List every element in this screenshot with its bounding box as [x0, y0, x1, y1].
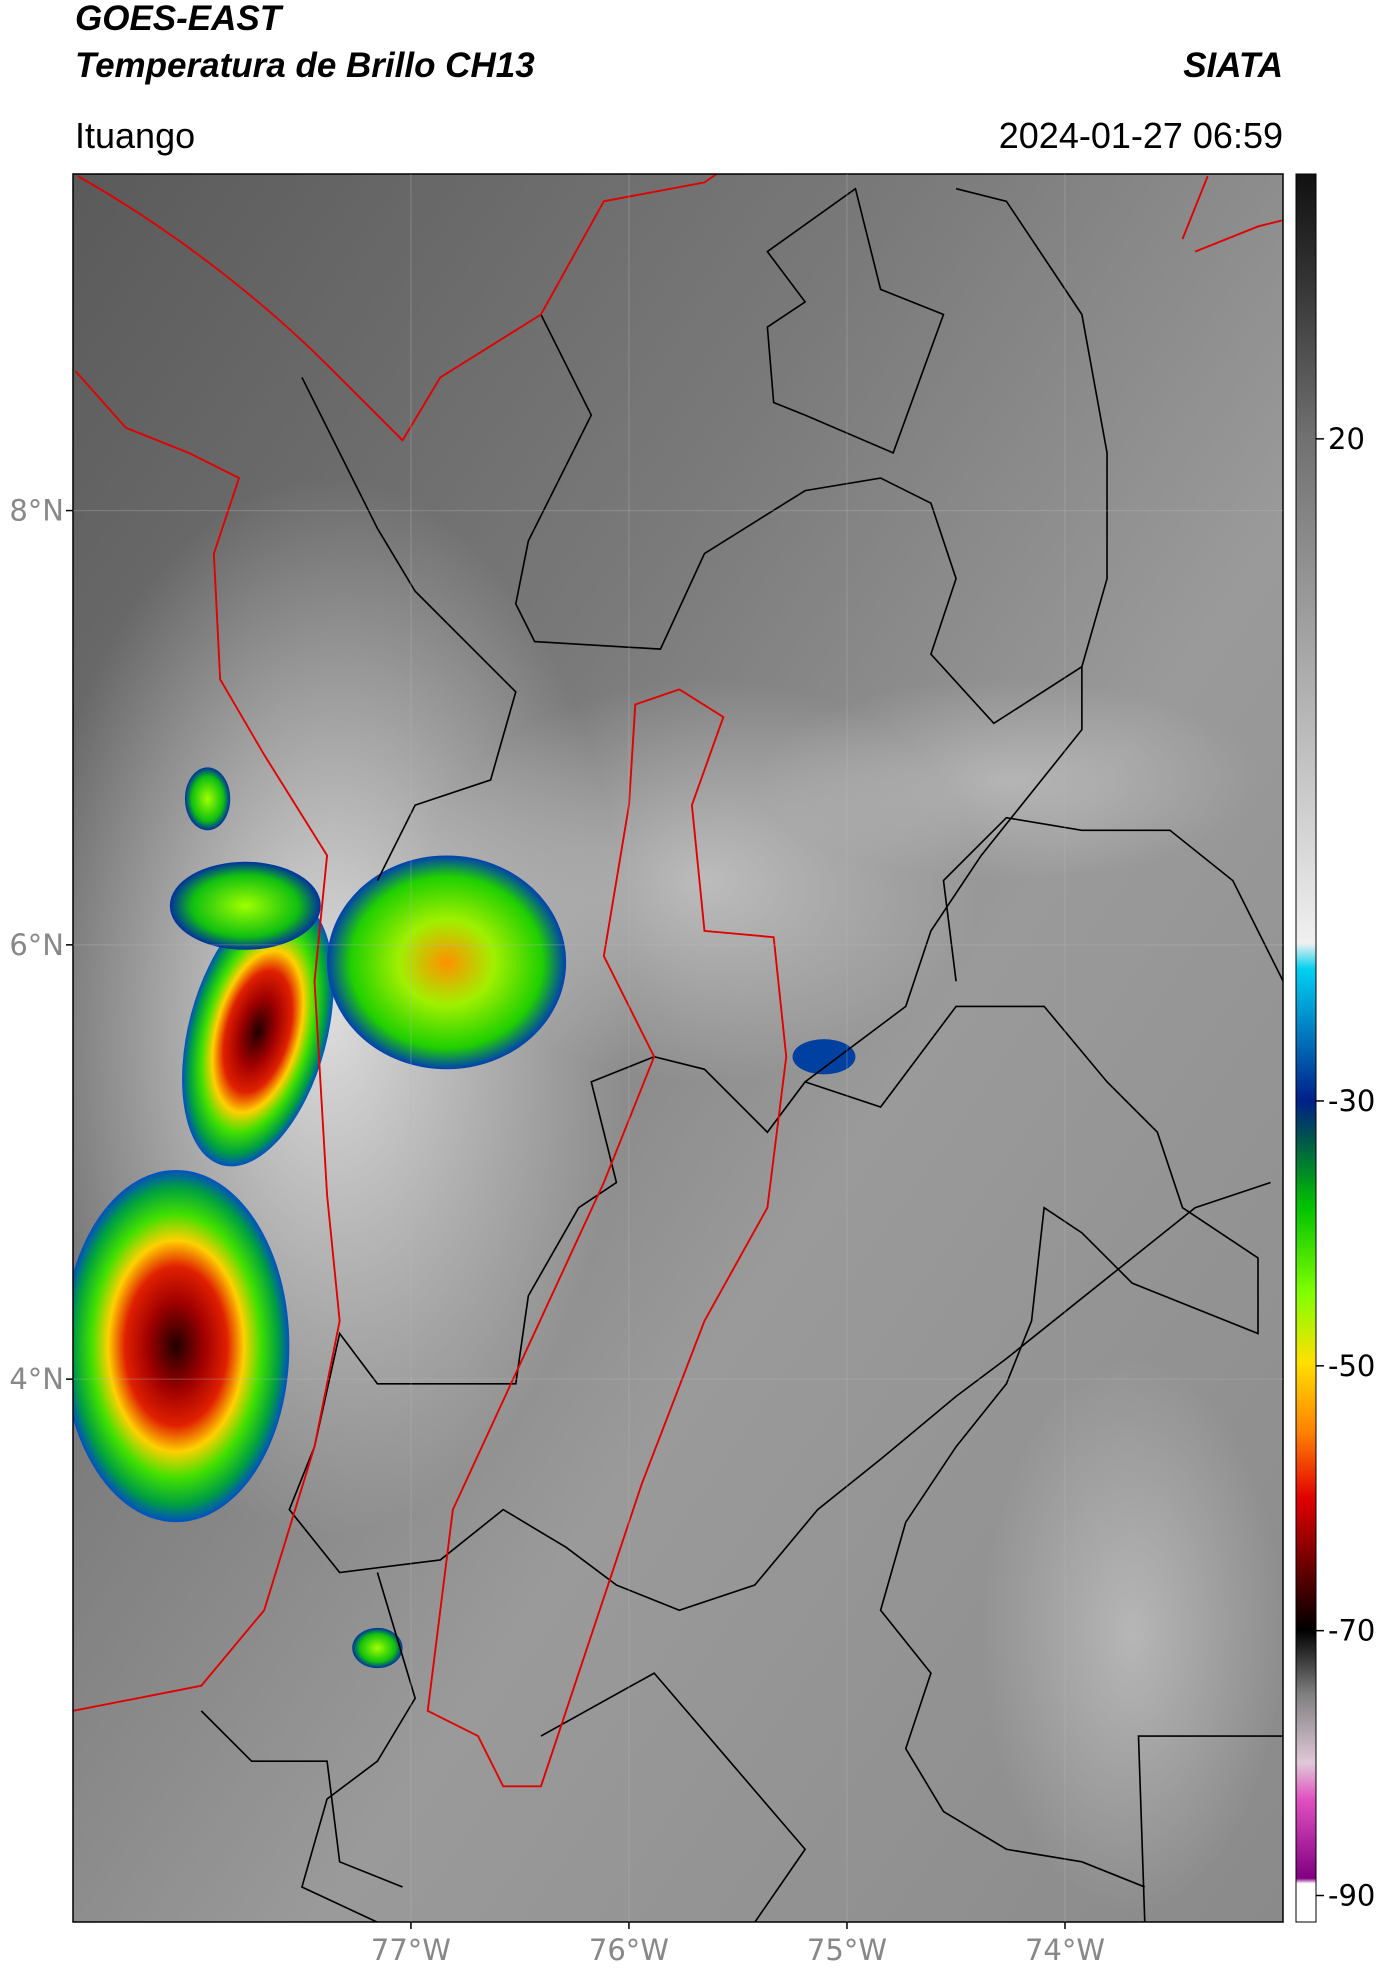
colorbar-tick-label: -90: [1328, 1879, 1375, 1913]
y-tick-label: 6°N: [9, 928, 64, 962]
colorbar-tick-label: -50: [1328, 1349, 1375, 1383]
map-frame: [72, 173, 1284, 1923]
title: GOES-EAST: [75, 0, 284, 38]
colorbar-tick-label: -70: [1328, 1614, 1375, 1648]
x-tick-label: 75°W: [807, 1933, 887, 1967]
map-image: [73, 174, 1283, 1922]
y-tick-label: 4°N: [9, 1362, 64, 1396]
source: SIATA: [1183, 46, 1283, 85]
subtitle: Temperatura de Brillo CH13: [75, 46, 535, 85]
x-tick-label: 74°W: [1025, 1933, 1105, 1967]
timestamp: 2024-01-27 06:59: [999, 115, 1283, 156]
x-tick-label: 76°W: [589, 1933, 669, 1967]
y-tick-label: 8°N: [9, 494, 64, 528]
location: Ituango: [75, 115, 195, 156]
x-tick-label: 77°W: [371, 1933, 451, 1967]
colorbar-tick-label: -30: [1328, 1084, 1375, 1118]
colorbar-tick-label: 20: [1328, 422, 1365, 456]
colorbar: [1295, 173, 1317, 1923]
